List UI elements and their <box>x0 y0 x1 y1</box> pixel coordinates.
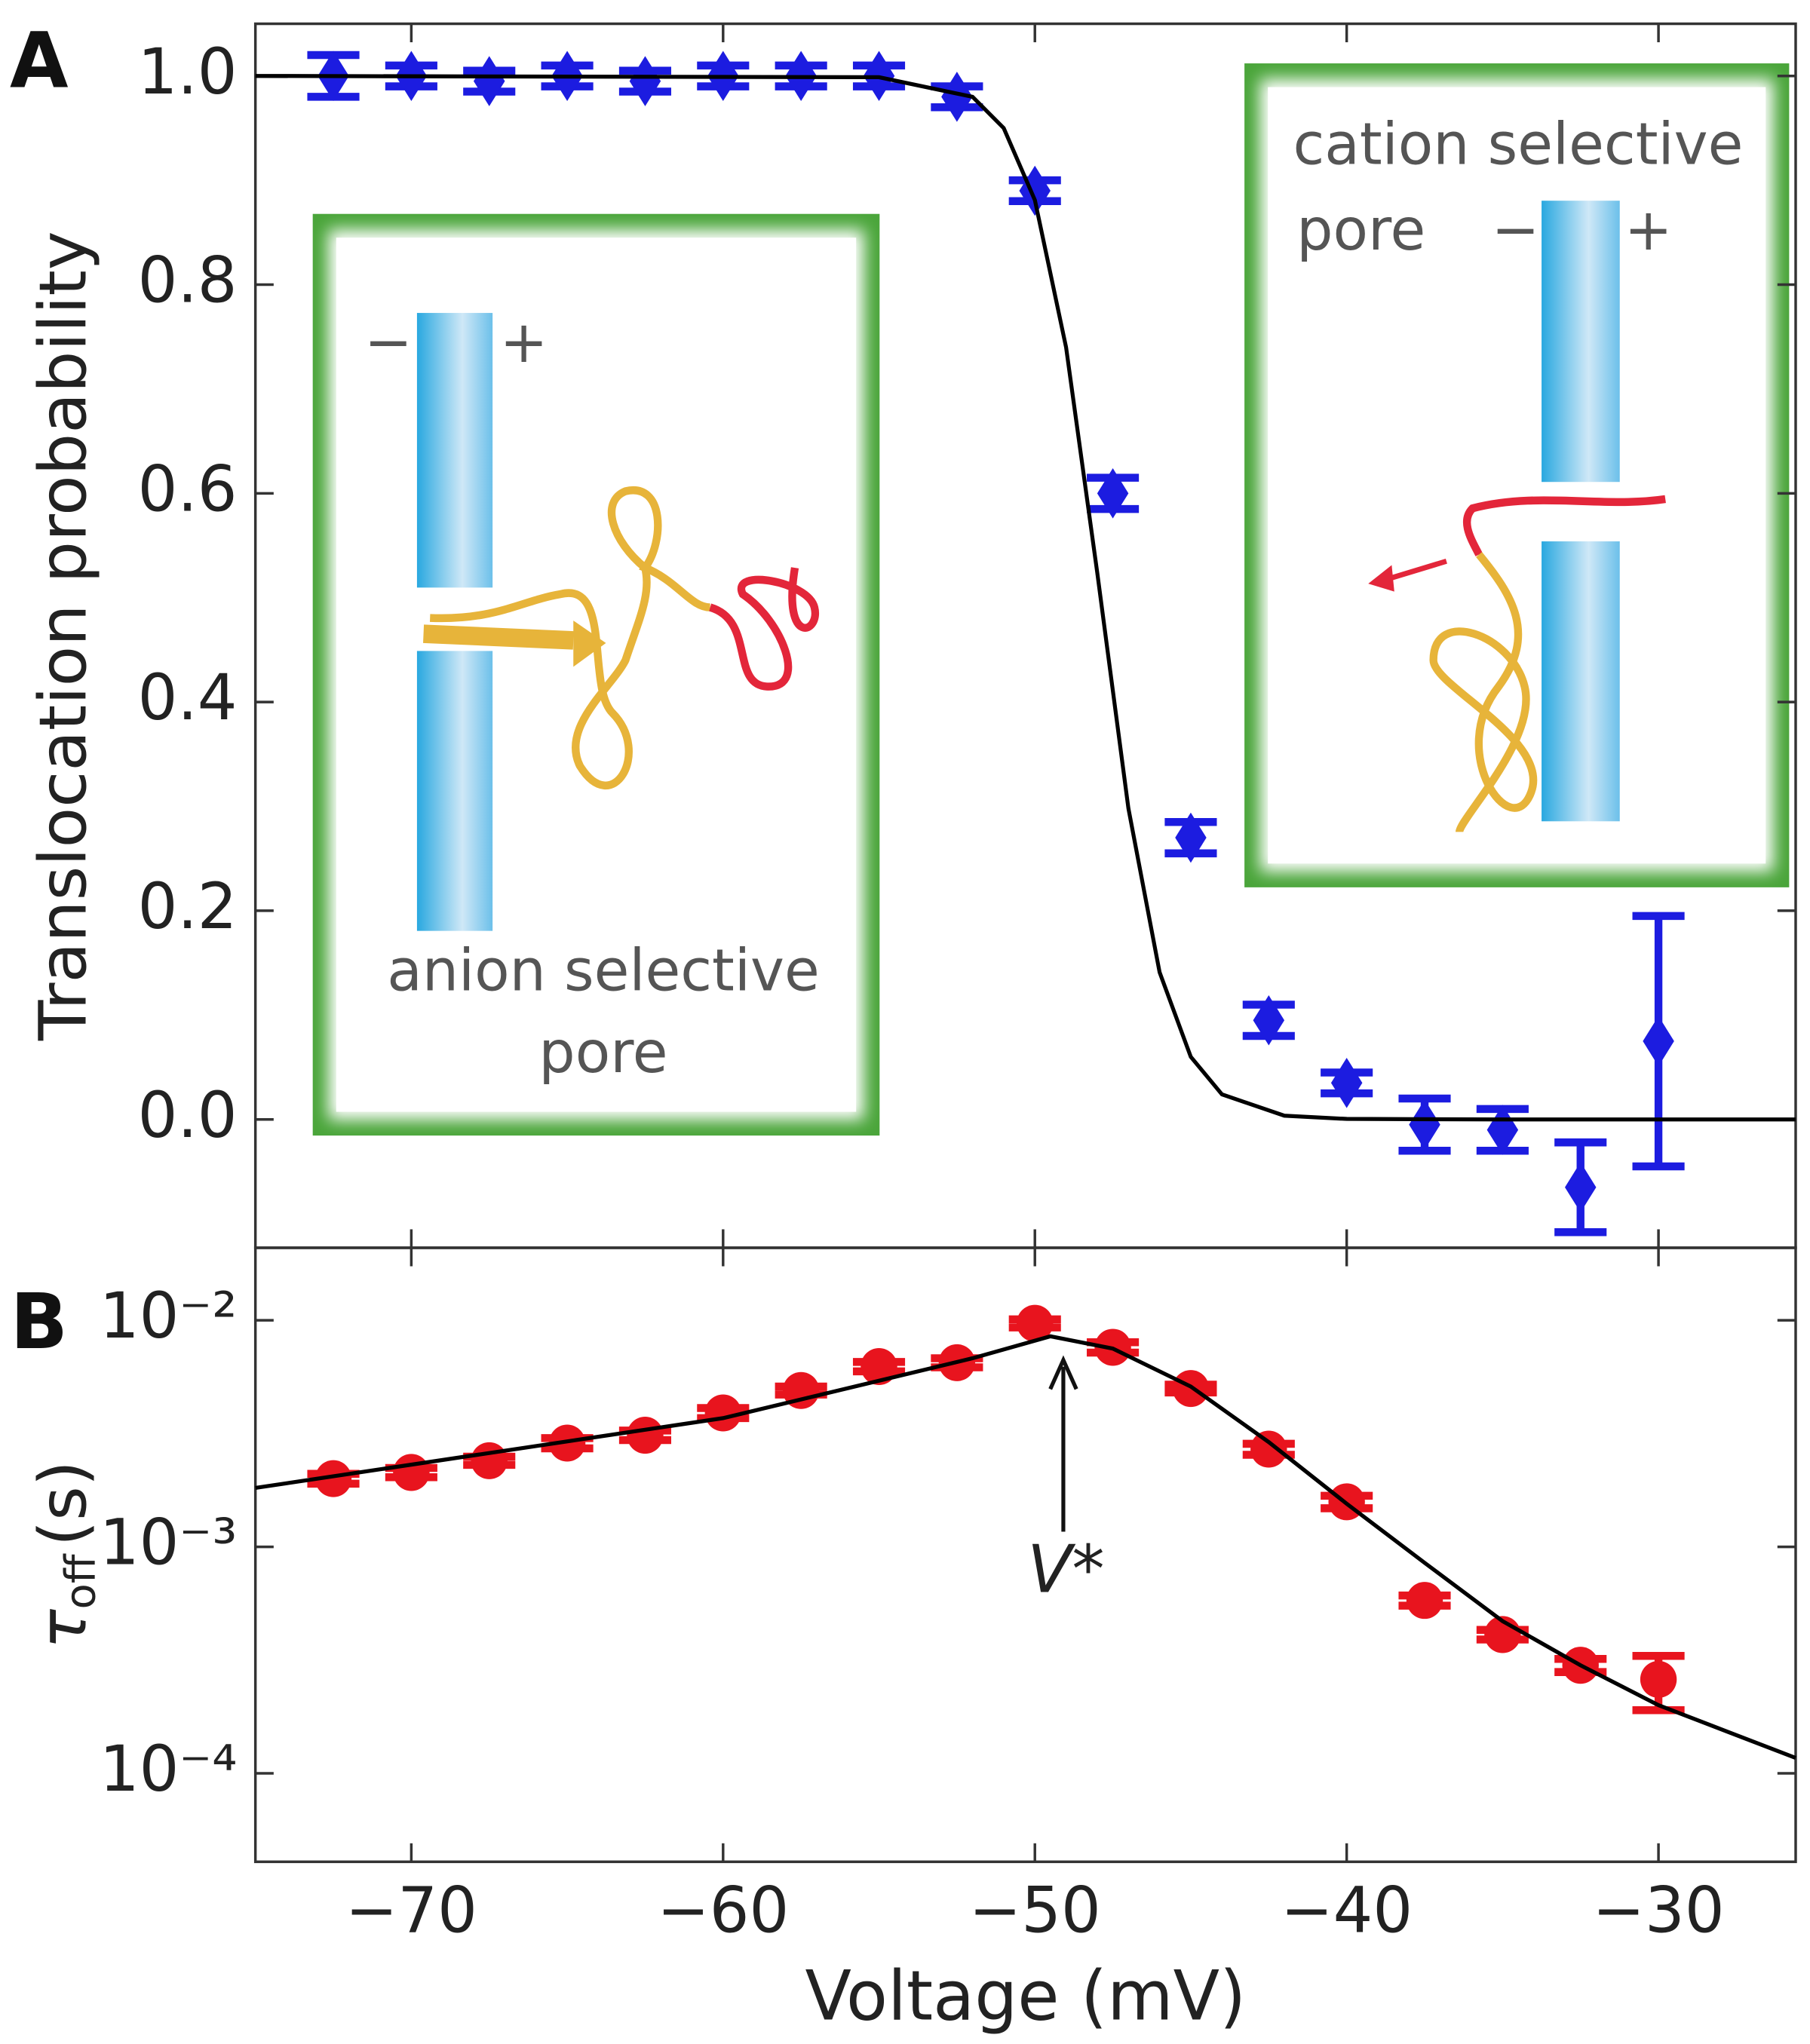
x-axis-label: Voltage (mV) <box>805 1957 1247 2036</box>
inset-anion <box>312 213 880 1136</box>
y-tick-label: 0.2 <box>138 869 238 944</box>
data-point <box>861 1347 897 1385</box>
data-point <box>1017 1304 1054 1342</box>
y-label-symbol: τ <box>25 1609 101 1649</box>
y-tick-label: 0.6 <box>138 452 238 526</box>
data-point <box>471 1442 508 1479</box>
membrane <box>1542 201 1620 483</box>
panel-label: B <box>11 1276 68 1366</box>
data-point <box>1253 994 1285 1046</box>
inset-cation <box>1244 63 1790 887</box>
membrane <box>416 651 493 931</box>
data-point <box>1640 1660 1677 1698</box>
data-point <box>1330 1058 1363 1108</box>
inset-minus: − <box>1492 197 1540 265</box>
x-tick-label: −60 <box>657 1873 789 1947</box>
y-axis-label: τoff (s) <box>25 1460 105 1649</box>
protein-tail <box>1462 495 1666 556</box>
data-point <box>1409 1099 1440 1150</box>
protein-chain <box>1429 552 1538 833</box>
y-tick-label: 0.8 <box>138 243 238 317</box>
y-tick-label: 1.0 <box>138 34 238 109</box>
data-point <box>627 1417 664 1454</box>
annotation-arrow <box>1048 1355 1078 1532</box>
inset-text: cation selective <box>1293 111 1744 179</box>
y-tick-label: 0.0 <box>138 1077 238 1152</box>
data-point <box>314 1460 352 1497</box>
inset-minus: − <box>364 308 413 376</box>
data-point <box>1175 812 1207 863</box>
plot-frame <box>253 1246 1797 1864</box>
inset-text: pore <box>538 1019 667 1087</box>
annotation: V* <box>1027 1531 1104 1608</box>
membrane <box>1542 541 1620 822</box>
y-axis-label: Translocation probability <box>25 231 101 1041</box>
data-point <box>1643 1016 1674 1067</box>
y-tick-label: 10⁻⁴ <box>100 1732 238 1807</box>
data-point <box>393 1454 430 1491</box>
inset-text: pore <box>1296 197 1425 265</box>
protein-chain <box>429 486 711 789</box>
arrow <box>423 624 574 650</box>
arrow-head <box>573 621 606 667</box>
data-point <box>1250 1430 1287 1468</box>
y-tick-label: 10⁻² <box>100 1279 238 1353</box>
y-label-subscript: off <box>57 1553 106 1610</box>
inset-plus: + <box>1624 197 1673 265</box>
x-tick-label: −50 <box>969 1873 1101 1947</box>
x-tick-label: −30 <box>1593 1873 1725 1947</box>
data-point <box>629 56 661 106</box>
x-tick-label: −70 <box>345 1873 477 1947</box>
y-label-unit: (s) <box>25 1460 101 1546</box>
data-point <box>941 72 973 122</box>
arrow-head <box>1368 565 1394 592</box>
data-point <box>1486 1105 1519 1155</box>
protein-tail <box>708 567 820 691</box>
inset-plus: + <box>500 308 548 376</box>
data-point <box>704 1394 741 1432</box>
data-point <box>1564 1162 1597 1212</box>
data-point <box>1406 1582 1443 1620</box>
y-tick-label: 10⁻³ <box>100 1505 238 1580</box>
x-tick-label: −40 <box>1281 1873 1413 1947</box>
inset-text: anion selective <box>387 937 819 1005</box>
fit-line <box>255 74 1796 1122</box>
y-tick-label: 0.4 <box>138 660 238 735</box>
fit-line <box>255 1334 1796 1761</box>
membrane <box>416 313 493 588</box>
panel-label: A <box>10 16 69 106</box>
data-point <box>473 56 505 106</box>
